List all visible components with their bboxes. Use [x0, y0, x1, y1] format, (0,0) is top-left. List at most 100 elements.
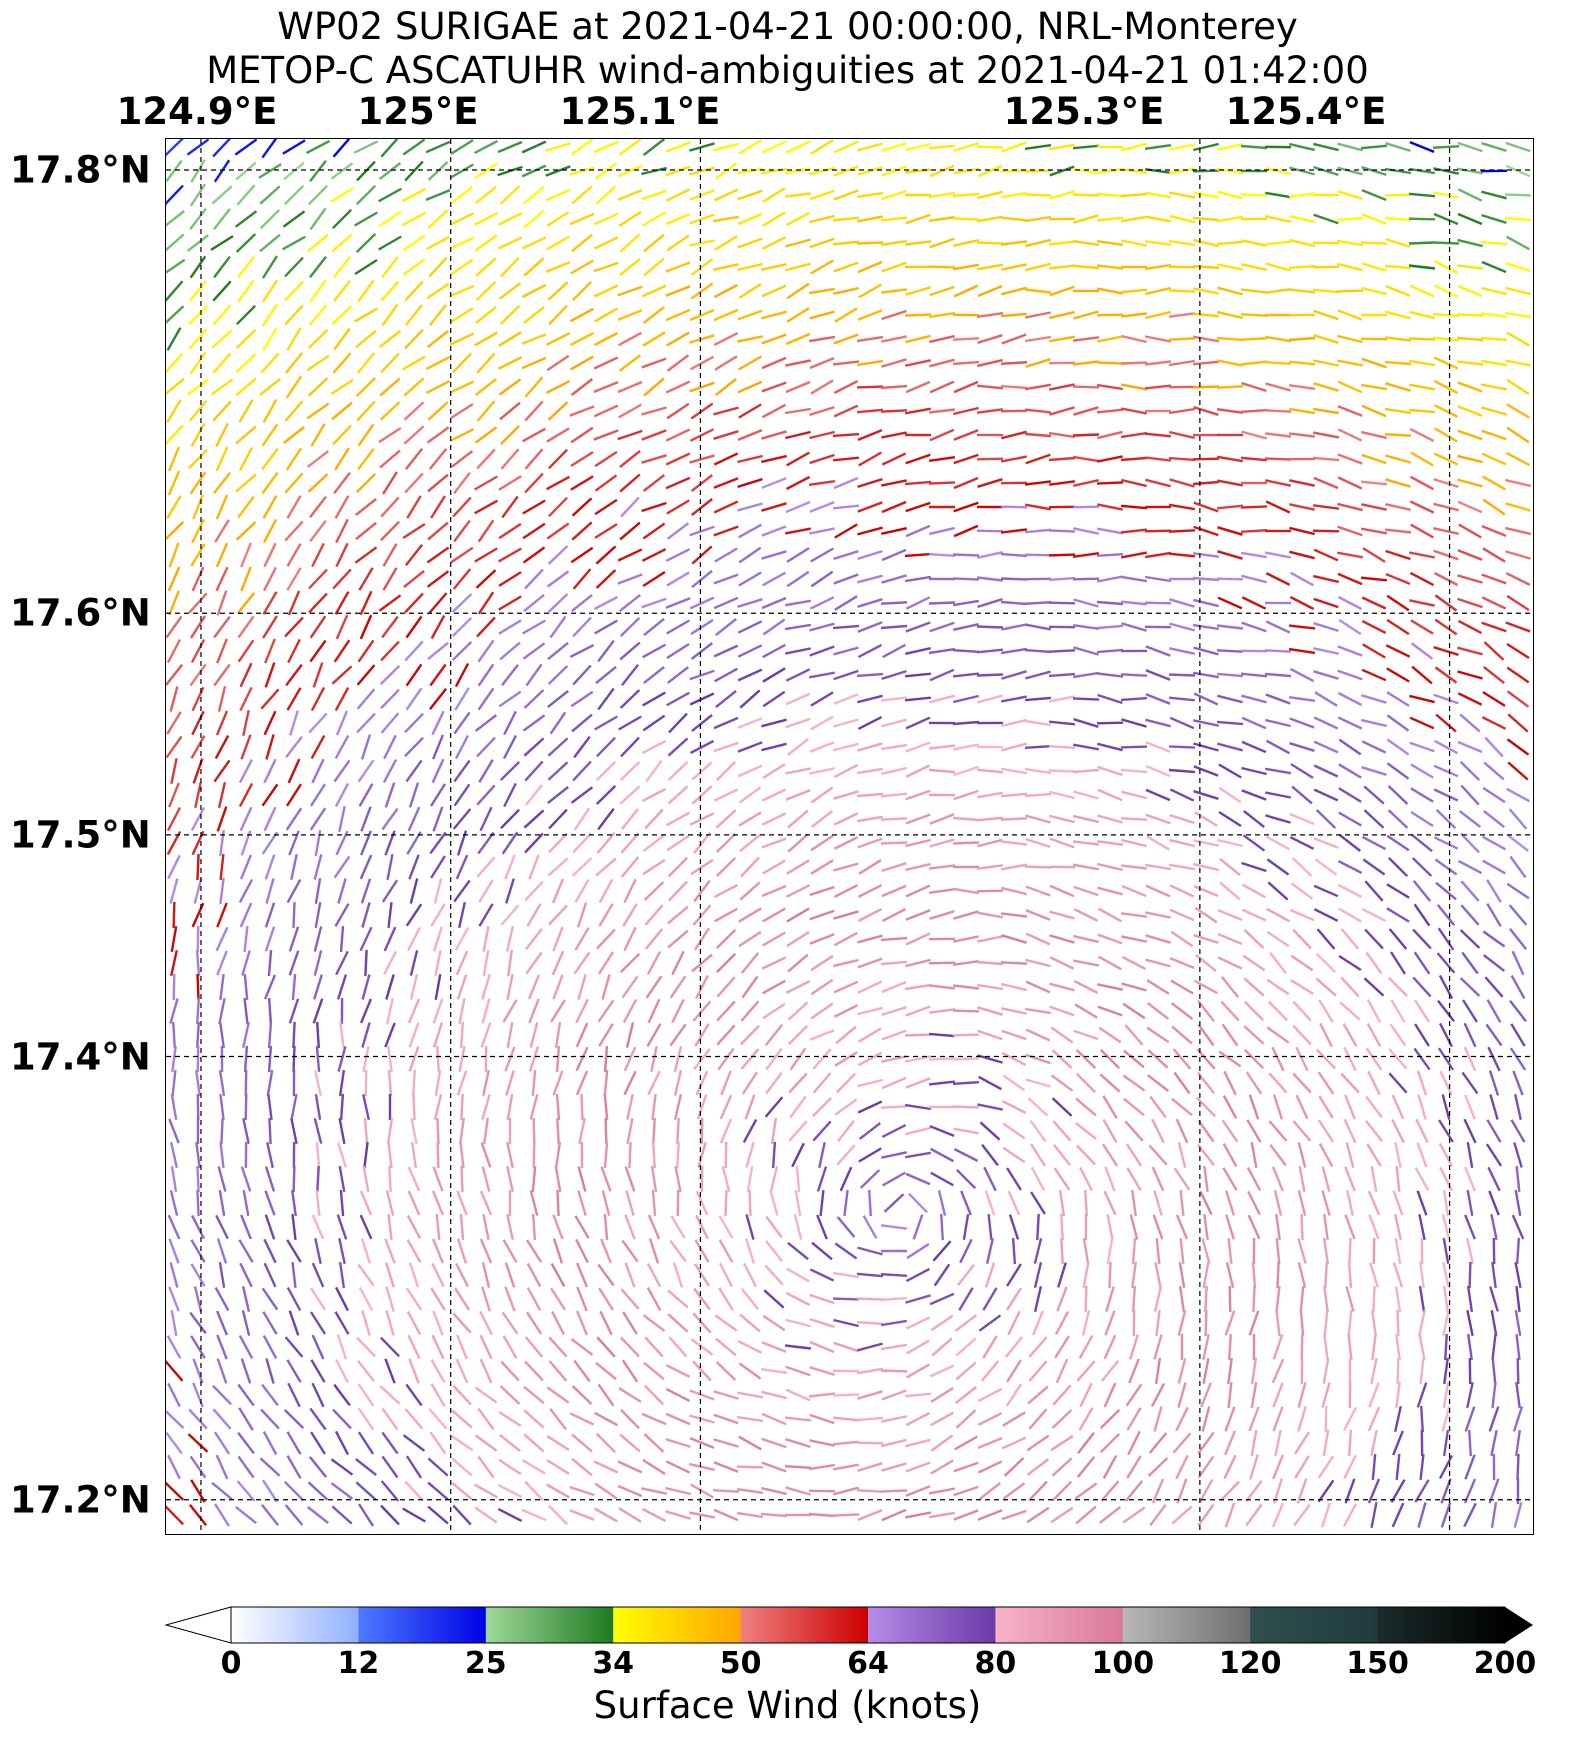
- wind-barb: [355, 377, 377, 397]
- wind-barb: [1241, 861, 1267, 873]
- wind-barb: [1241, 239, 1267, 247]
- wind-barb: [1048, 143, 1076, 151]
- wind-barb: [721, 1166, 731, 1192]
- wind-barb: [1097, 693, 1123, 705]
- wind-barb: [856, 385, 884, 389]
- wind-barb: [905, 1126, 931, 1136]
- wind-barb: [524, 376, 544, 398]
- wind-barb: [403, 401, 425, 421]
- wind-barb: [1506, 787, 1530, 803]
- wind-barb: [977, 1103, 1003, 1111]
- wind-barb: [622, 1311, 638, 1335]
- wind-barb: [523, 209, 545, 229]
- wind-barb: [285, 735, 303, 759]
- wind-barb: [380, 139, 399, 158]
- wind-barb: [259, 1457, 281, 1477]
- wind-barb: [1024, 383, 1052, 391]
- wind-barb: [570, 378, 594, 396]
- wind-barb: [1169, 788, 1195, 802]
- wind-barb: [1145, 958, 1171, 968]
- wind-barb: [290, 1093, 298, 1121]
- wind-barb: [1144, 263, 1172, 271]
- wind-barb: [410, 1117, 418, 1145]
- wind-barb: [713, 525, 739, 537]
- wind-barb: [357, 447, 375, 471]
- wind-barb: [1122, 1506, 1146, 1524]
- wind-barb: [1082, 1238, 1090, 1264]
- wind-barb: [380, 640, 400, 662]
- wind-barb: [1487, 1046, 1501, 1072]
- wind-barb: [1504, 216, 1532, 222]
- wind-barb: [309, 256, 327, 278]
- wind-barb: [218, 998, 226, 1024]
- wind-barb: [1433, 452, 1459, 466]
- wind-barb: [575, 1310, 589, 1336]
- wind-barb: [952, 672, 980, 678]
- wind-barb: [1265, 500, 1291, 514]
- wind-barb: [738, 786, 762, 804]
- wind-barb: [1173, 1071, 1191, 1095]
- wind-barb: [1028, 1336, 1048, 1358]
- wind-barb: [1073, 310, 1099, 320]
- wind-barb: [1389, 951, 1407, 975]
- wind-barb: [594, 1507, 618, 1523]
- wind-barb: [1024, 193, 1052, 197]
- wind-barb: [785, 623, 811, 631]
- wind-barb: [430, 855, 446, 879]
- wind-barb: [1339, 1001, 1361, 1021]
- wind-barb: [1505, 478, 1531, 488]
- wind-barb: [451, 641, 473, 661]
- wind-barb: [427, 161, 449, 181]
- wind-barb: [358, 567, 374, 591]
- wind-barb: [1289, 526, 1315, 536]
- wind-barb: [306, 354, 330, 372]
- wind-barb: [1361, 188, 1387, 202]
- wind-barb: [929, 694, 955, 704]
- wind-barb: [264, 854, 276, 880]
- wind-barb: [1192, 385, 1220, 389]
- wind-barb: [1336, 216, 1364, 222]
- wind-barb: [1049, 982, 1075, 992]
- wind-barb: [1457, 212, 1483, 226]
- wind-barb: [955, 1168, 977, 1190]
- wind-barb: [785, 692, 811, 706]
- wind-barb: [1030, 1191, 1046, 1215]
- wind-barb: [932, 1240, 952, 1262]
- wind-barb: [673, 1046, 683, 1072]
- wind-barb: [521, 1508, 547, 1522]
- wind-barb: [1463, 1046, 1477, 1072]
- wind-barb: [406, 831, 422, 855]
- wind-barb: [955, 1409, 977, 1429]
- wind-barb: [1510, 1119, 1526, 1143]
- wind-barb: [715, 760, 737, 782]
- wind-barb: [1337, 262, 1363, 272]
- wind-barb: [1121, 935, 1147, 943]
- wind-barb: [1072, 144, 1100, 150]
- wind-barb: [1300, 1213, 1304, 1241]
- wind-barb: [313, 1118, 323, 1144]
- wind-barb: [1297, 1142, 1307, 1168]
- wind-barb: [645, 975, 663, 999]
- wind-barb: [1248, 1094, 1260, 1120]
- wind-barb: [1025, 719, 1051, 727]
- wind-barb: [1002, 1482, 1026, 1500]
- wind-barb: [286, 1359, 302, 1383]
- wind-barb: [1241, 908, 1267, 922]
- wind-barb: [188, 1408, 208, 1430]
- wind-barb: [215, 1310, 229, 1336]
- wind-barb: [451, 617, 473, 637]
- wind-barb: [928, 647, 956, 655]
- wind-barb: [695, 1070, 709, 1096]
- wind-barb: [691, 545, 713, 565]
- wind-barb: [1025, 335, 1051, 343]
- wind-barb: [451, 1481, 473, 1501]
- wind-barb: [498, 619, 522, 635]
- wind-barb: [1413, 1047, 1431, 1071]
- wind-barb: [665, 1486, 691, 1496]
- wind-barb: [593, 140, 619, 154]
- wind-barb: [1361, 430, 1387, 440]
- wind-barb: [715, 809, 737, 829]
- wind-barb: [810, 379, 834, 395]
- wind-barb: [261, 471, 279, 495]
- wind-barb: [1289, 238, 1315, 248]
